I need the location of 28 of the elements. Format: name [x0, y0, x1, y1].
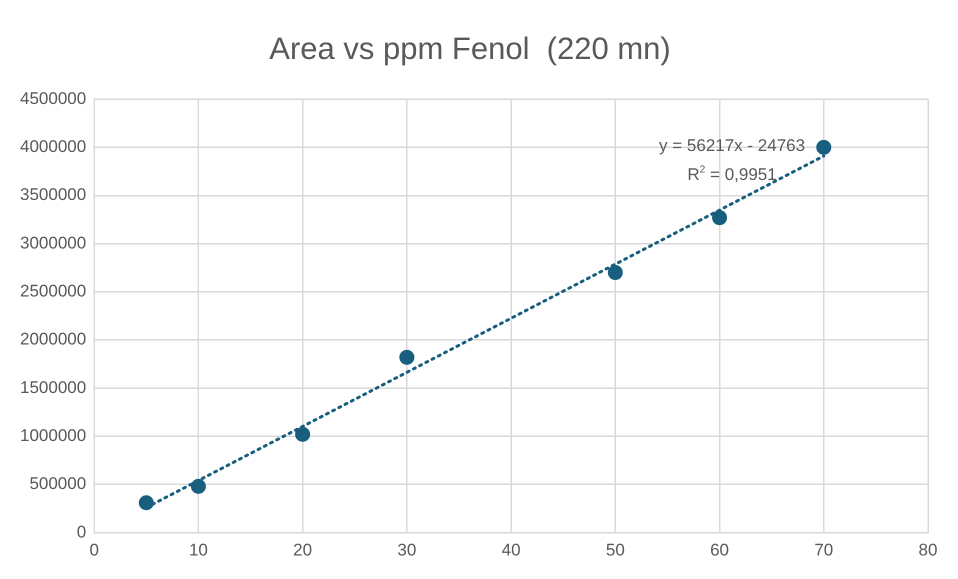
y-tick-label: 2500000	[20, 282, 86, 301]
y-tick-label: 1500000	[20, 378, 86, 397]
x-tick-label: 80	[918, 540, 938, 560]
x-tick-label: 50	[606, 540, 625, 560]
y-tick-label: 0	[76, 522, 86, 542]
x-tick-label: 70	[814, 540, 834, 560]
point	[295, 426, 310, 442]
point	[816, 140, 832, 155]
y-tick-label: 4500000	[20, 88, 86, 108]
y-tick-label: 3000000	[20, 233, 86, 252]
x-tick-label: 40	[502, 540, 521, 560]
x-tick-label: 10	[188, 540, 208, 560]
chart-title: Area vs ppm Fenol (220 mn)	[269, 31, 671, 66]
x-tick-label: 20	[293, 540, 312, 560]
point	[399, 350, 414, 365]
y-tick-label: 2000000	[20, 330, 86, 349]
point	[608, 265, 623, 280]
y-tick-label: 1000000	[20, 426, 86, 445]
point	[190, 478, 206, 494]
x-tick-label: 30	[397, 540, 416, 560]
x-tick-label: 0	[89, 540, 99, 560]
y-tick-label: 3500000	[20, 185, 86, 204]
point	[138, 495, 154, 510]
y-tick-label: 500000	[29, 474, 86, 494]
point	[712, 210, 728, 226]
y-tick-label: 4000000	[20, 137, 86, 156]
annotation: y = 56217x - 24763	[659, 136, 806, 156]
x-tick-label: 60	[710, 540, 730, 560]
